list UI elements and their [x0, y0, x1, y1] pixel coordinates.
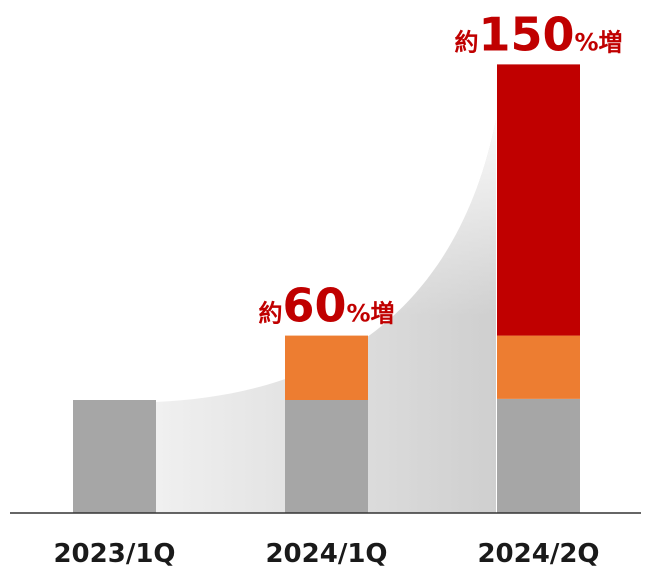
annotation-part: 約	[454, 28, 478, 56]
annotation-part: %増	[574, 28, 622, 56]
bar-segment	[497, 398, 580, 513]
bar-segment	[497, 335, 580, 399]
annotation-part: 150	[478, 7, 574, 61]
bar-segment	[285, 335, 368, 400]
annotation: 約60%増	[258, 279, 394, 333]
growth-swoosh	[156, 120, 496, 513]
annotation: 約150%増	[454, 7, 622, 61]
annotation-part: %増	[346, 300, 394, 328]
bar-segment	[497, 64, 580, 336]
x-tick-label: 2024/2Q	[477, 539, 599, 569]
x-tick-label: 2023/1Q	[53, 539, 175, 569]
bar-segment	[285, 400, 368, 513]
annotation-part: 60	[282, 279, 346, 333]
bars	[73, 64, 580, 513]
bar-segment	[73, 400, 156, 513]
x-tick-label: 2024/1Q	[265, 539, 387, 569]
annotation-part: 約	[258, 300, 282, 328]
